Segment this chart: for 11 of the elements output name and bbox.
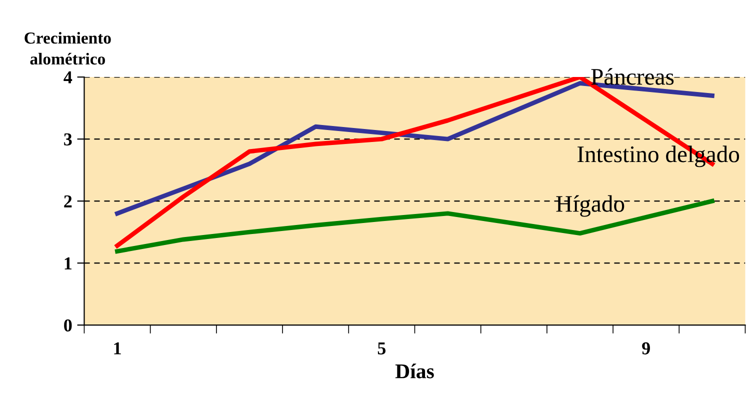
y-tick-label: 1 xyxy=(64,257,72,270)
x-tick-label: 1 xyxy=(114,342,121,354)
y-axis-title: Crecimiento alométrico xyxy=(24,32,111,65)
y-tick-label: 2 xyxy=(64,195,72,208)
series-label: Páncreas xyxy=(591,68,674,85)
y-tick-label: 3 xyxy=(64,133,72,146)
x-tick-label: 9 xyxy=(642,342,650,354)
x-axis-title: Días xyxy=(395,364,434,378)
y-tick-label: 0 xyxy=(64,319,72,332)
x-tick-label: 5 xyxy=(378,342,386,354)
y-tick-label: 4 xyxy=(64,71,72,84)
